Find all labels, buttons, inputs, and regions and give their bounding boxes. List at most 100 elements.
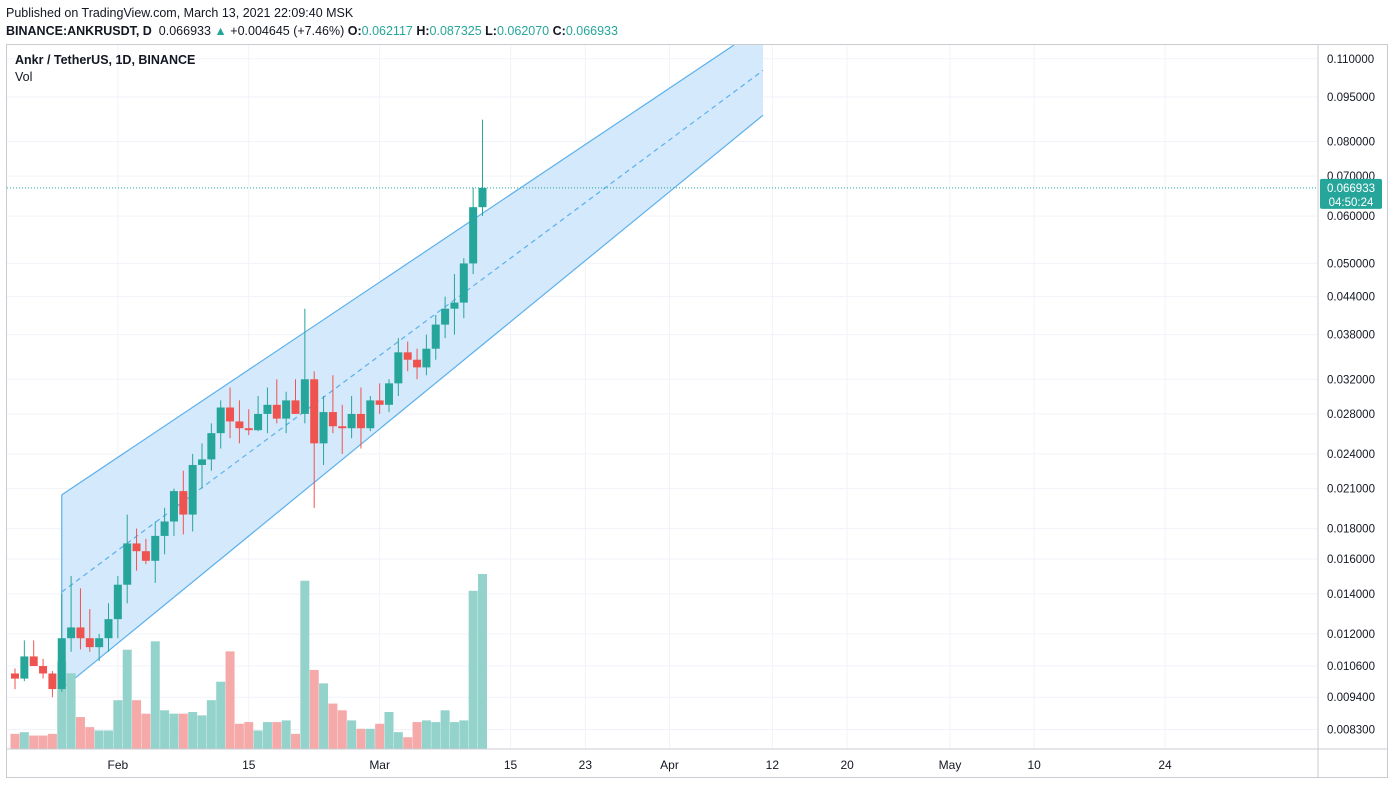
volume-bar [347, 720, 357, 749]
candle-body [263, 404, 272, 414]
volume-bar [197, 715, 207, 749]
volume-bar [57, 661, 67, 749]
candle-body [450, 302, 459, 309]
volume-bar [319, 683, 329, 749]
y-tick-label: 0.060000 [1327, 211, 1375, 223]
volume-bar [216, 681, 226, 749]
candle-body [179, 491, 188, 515]
candle-body [366, 400, 375, 429]
volume-bar [47, 733, 57, 749]
candle-body [95, 638, 104, 648]
candle-body [328, 412, 337, 427]
candle-body [310, 379, 319, 444]
volume-bar [94, 730, 104, 749]
candle-body [226, 407, 235, 422]
candle-body [57, 638, 66, 690]
ohlc-summary: BINANCE:ANKRUSDT, D 0.066933 ▲ +0.004645… [6, 24, 618, 38]
volume-bar [29, 735, 39, 749]
candle-body [113, 584, 122, 620]
x-tick-label: 12 [766, 758, 780, 772]
volume-bar [403, 737, 413, 749]
candle-body [67, 627, 76, 639]
volume-bar [178, 713, 188, 749]
y-tick-label: 0.080000 [1327, 136, 1375, 148]
price-label-box [1320, 178, 1382, 209]
x-tick-label: 10 [1027, 758, 1041, 772]
candle-body [300, 379, 309, 414]
volume-bar [356, 728, 366, 749]
last-price: 0.066933 [158, 24, 211, 38]
volume-bar [132, 700, 142, 749]
volume-bar [421, 720, 431, 749]
y-tick-label: 0.038000 [1327, 330, 1375, 342]
volume-bar [85, 727, 95, 749]
volume-bar [150, 641, 160, 749]
candle-body [160, 521, 169, 536]
candle-body [291, 400, 300, 414]
volume-bar [449, 722, 459, 749]
volume-bar [104, 730, 113, 749]
volume-bar [141, 713, 151, 749]
open-label: O: [347, 24, 362, 38]
y-tick-label: 0.008300 [1327, 725, 1375, 737]
y-tick-label: 0.021000 [1327, 484, 1375, 496]
volume-bar [459, 720, 469, 749]
volume-bar [122, 649, 132, 749]
candle-body [272, 404, 281, 419]
y-tick-label: 0.014000 [1327, 589, 1375, 601]
candle-body [478, 187, 487, 208]
volume-bar [253, 730, 263, 749]
volume-bar [337, 710, 347, 749]
candle-body [132, 543, 141, 552]
candle-body [39, 666, 48, 674]
y-tick-label: 0.044000 [1327, 292, 1375, 304]
channel-fill [61, 45, 763, 690]
x-tick-label: 20 [840, 758, 854, 772]
candle-body [169, 491, 178, 522]
x-tick-label: May [939, 758, 962, 772]
candle-body [254, 413, 263, 431]
x-tick-label: Feb [108, 758, 129, 772]
candle-body [356, 413, 365, 429]
volume-bar [234, 723, 244, 749]
candle-body [76, 627, 85, 639]
price-chart[interactable]: 0.1100000.0950000.0800000.0700000.060000… [7, 45, 1387, 777]
high-label: H: [416, 24, 430, 38]
y-tick-label: 0.024000 [1327, 449, 1375, 461]
low-label: L: [485, 24, 497, 38]
candle-body [216, 407, 225, 434]
candle-body [104, 619, 113, 639]
candle-body [469, 207, 478, 264]
volume-bar [478, 574, 487, 749]
volume-bar [66, 673, 76, 749]
candle-body [385, 383, 393, 405]
volume-bar [10, 733, 20, 749]
candle-body [403, 352, 412, 360]
volume-bar [375, 723, 385, 749]
candle-body [282, 400, 291, 419]
y-tick-label: 0.028000 [1327, 409, 1375, 421]
candle-body [29, 656, 38, 667]
volume-bar [244, 722, 254, 749]
x-tick-label: 15 [242, 758, 256, 772]
volume-bar [160, 710, 170, 749]
volume-bar [38, 735, 48, 749]
candle-body [431, 324, 440, 349]
volume-bar [300, 580, 310, 749]
chart-frame: 0.110000 0.095000 0.080000 0.070000 0.060000… [6, 44, 1388, 778]
volume-bar [225, 651, 235, 749]
close-label: C: [552, 24, 566, 38]
candle-body [244, 428, 253, 431]
low-value: 0.062070 [496, 24, 550, 38]
volume-bar [19, 732, 29, 749]
candle-body [188, 464, 197, 515]
y-tick-label: 0.050000 [1327, 258, 1375, 270]
open-value: 0.062117 [361, 24, 413, 38]
candle-body [347, 413, 356, 429]
published-info: Published on TradingView.com, March 13, … [6, 6, 354, 20]
volume-bar [272, 722, 282, 749]
price-label-value: 0.066933 [1327, 183, 1375, 195]
change-up-icon: ▲ [214, 24, 227, 38]
candle-body [198, 459, 206, 465]
candle-body [151, 535, 160, 561]
